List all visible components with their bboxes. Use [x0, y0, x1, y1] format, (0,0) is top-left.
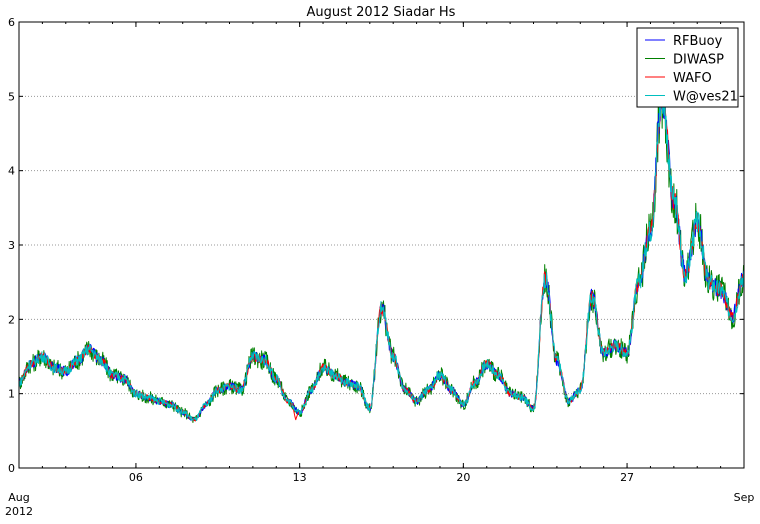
y-tick-label: 6 — [8, 16, 15, 29]
y-tick-label: 1 — [8, 388, 15, 401]
y-gridlines — [19, 95, 744, 395]
x-tick-label: 20 — [456, 471, 470, 484]
series-line-w-ves21 — [18, 84, 745, 422]
legend-label: DIWASP — [673, 53, 724, 68]
series-line-rfbuoy — [18, 82, 745, 422]
chart-title: August 2012 Siadar Hs — [307, 5, 456, 20]
legend-label: WAFO — [673, 71, 712, 86]
x-tick-label: Sep — [734, 491, 755, 504]
y-tick-label: 3 — [8, 239, 15, 252]
y-tick-label: 2 — [8, 313, 15, 326]
series-line-diwasp — [18, 73, 745, 423]
legend: RFBuoy DIWASP WAFO W@ves21 — [636, 27, 739, 108]
legend-label: W@ves21 — [673, 90, 738, 105]
x-tick-label: 13 — [293, 471, 307, 484]
x-tick-label: Aug — [8, 491, 29, 504]
y-tick-label: 0 — [8, 462, 15, 475]
x-tick-label: 27 — [620, 471, 634, 484]
legend-label: RFBuoy — [673, 34, 723, 49]
series-line-wafo — [18, 83, 745, 422]
x-tick-label: 06 — [129, 471, 143, 484]
legend-frame — [636, 27, 739, 108]
y-tick-label: 4 — [8, 165, 15, 178]
series-lines — [18, 73, 745, 423]
y-tick-label: 5 — [8, 90, 15, 103]
x-tick-sublabel: 2012 — [5, 505, 33, 518]
y-axis: 0 1 2 3 4 5 6 — [8, 16, 744, 475]
